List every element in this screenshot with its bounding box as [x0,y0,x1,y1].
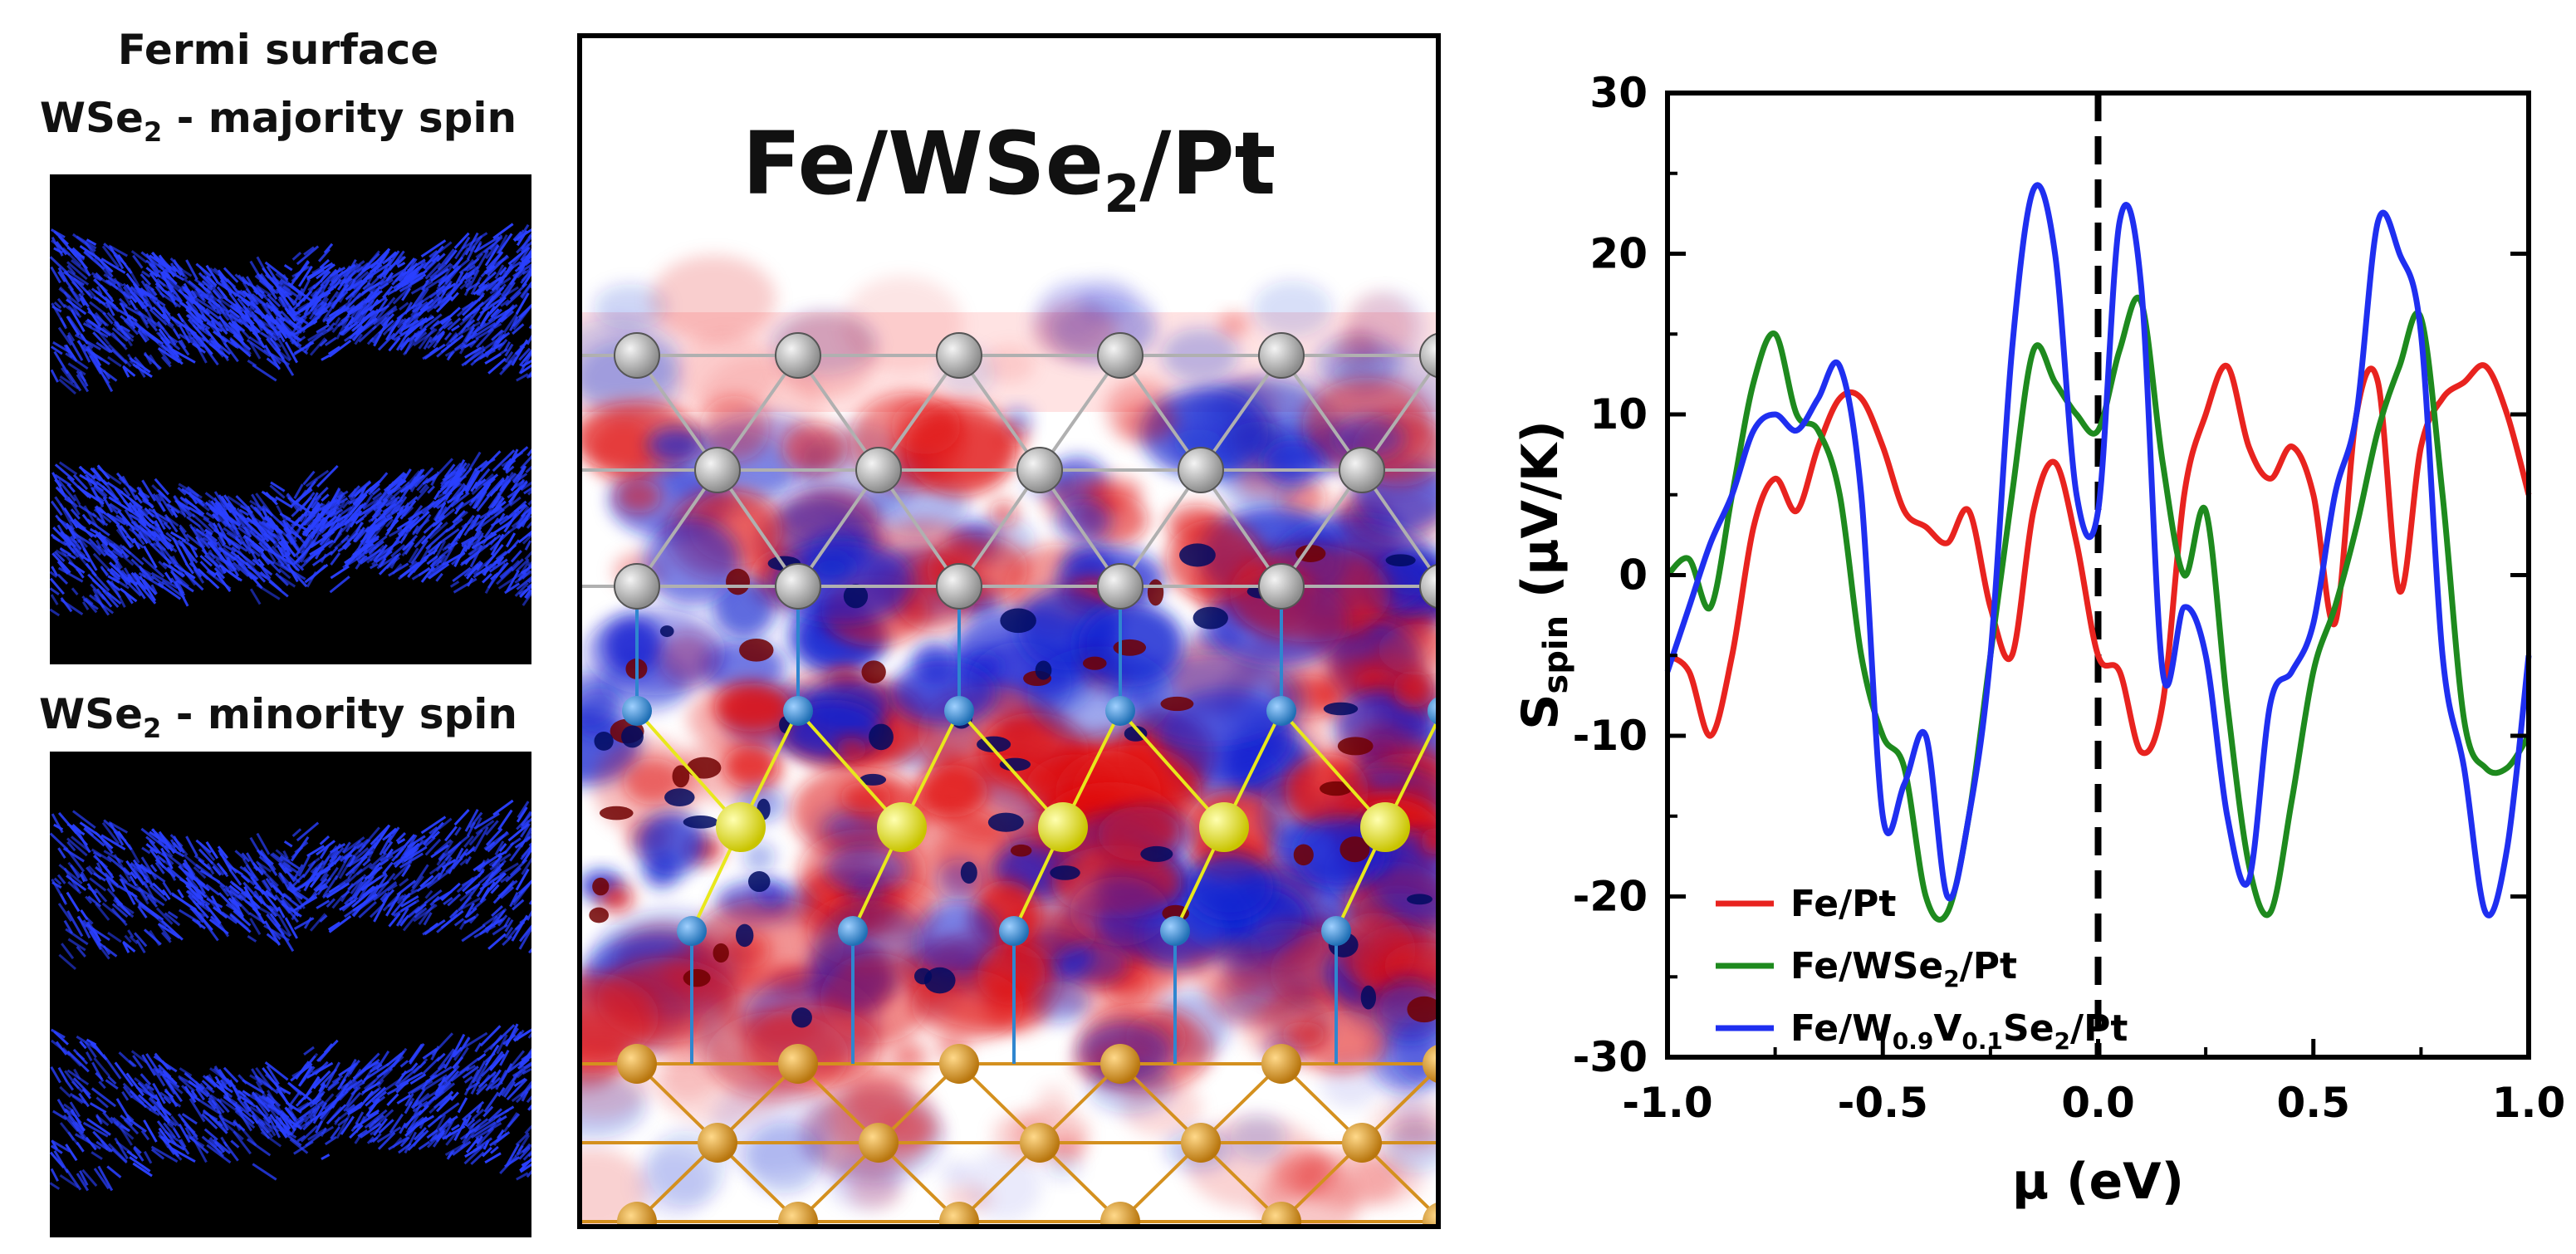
y-tick-label: -20 [1573,873,1648,921]
legend-label-0: Fe/Pt [1790,883,1896,925]
y-tick-label: -30 [1573,1033,1648,1081]
legend-label-1: Fe/WSe2/Pt [1790,945,2017,992]
minority-spin-label: WSe2 - minority spin [38,690,518,744]
y-tick-label: 0 [1619,551,1648,600]
y-tick-label: 10 [1589,390,1648,438]
legend-label-2: Fe/W0.9V0.1Se2/Pt [1790,1007,2128,1055]
x-axis-label: μ (eV) [2012,1153,2184,1211]
x-tick-label: -1.0 [1622,1079,1712,1127]
atoms [614,332,1436,1224]
structure-panel: Fe/WSe2/Pt [577,33,1441,1229]
minority-spin-fermi-image [50,799,531,1192]
y-axis-label: Sspin (μV/K) [1511,420,1575,730]
x-tick-label: 1.0 [2492,1079,2566,1127]
chart-ticks-layer: -1.0 -0.5 0.0 0.5 1.0 -30 -20 -10 0 10 20 30 [1573,69,2566,1127]
x-tick-label: 0.5 [2276,1079,2350,1127]
series-line-2 [1664,182,2532,918]
series-line-1 [1665,294,2531,923]
x-tick-label: -0.5 [1838,1079,1928,1127]
chart-legend: Fe/Pt Fe/WSe2/Pt Fe/W0.9V0.1Se2/Pt [1716,883,2128,1055]
majority-spin-label: WSe2 - majority spin [39,94,517,148]
x-tick-label: 0.0 [2061,1079,2135,1127]
structure-title: Fe/WSe2/Pt [742,113,1276,224]
y-tick-label: -10 [1573,712,1648,760]
majority-spin-fermi-image [50,223,531,617]
series-line-0 [1665,362,2532,757]
minority-spin-fermi-map [50,752,531,1237]
structure-image [582,255,1436,1224]
majority-spin-fermi-map [50,174,531,664]
y-tick-label: 20 [1589,230,1648,278]
y-tick-label: 30 [1589,69,1648,117]
spin-seebeck-chart: -1.0 -0.5 0.0 0.5 1.0 -30 -20 -10 0 10 20 30 Fe/Pt F… [1478,50,2576,1254]
fermi-surface-title: Fermi surface [117,26,439,74]
fermi-surface-panel: Fermi surface WSe2 - majority spin WSe2 … [0,0,556,1254]
chart-series-layer [1664,182,2532,923]
